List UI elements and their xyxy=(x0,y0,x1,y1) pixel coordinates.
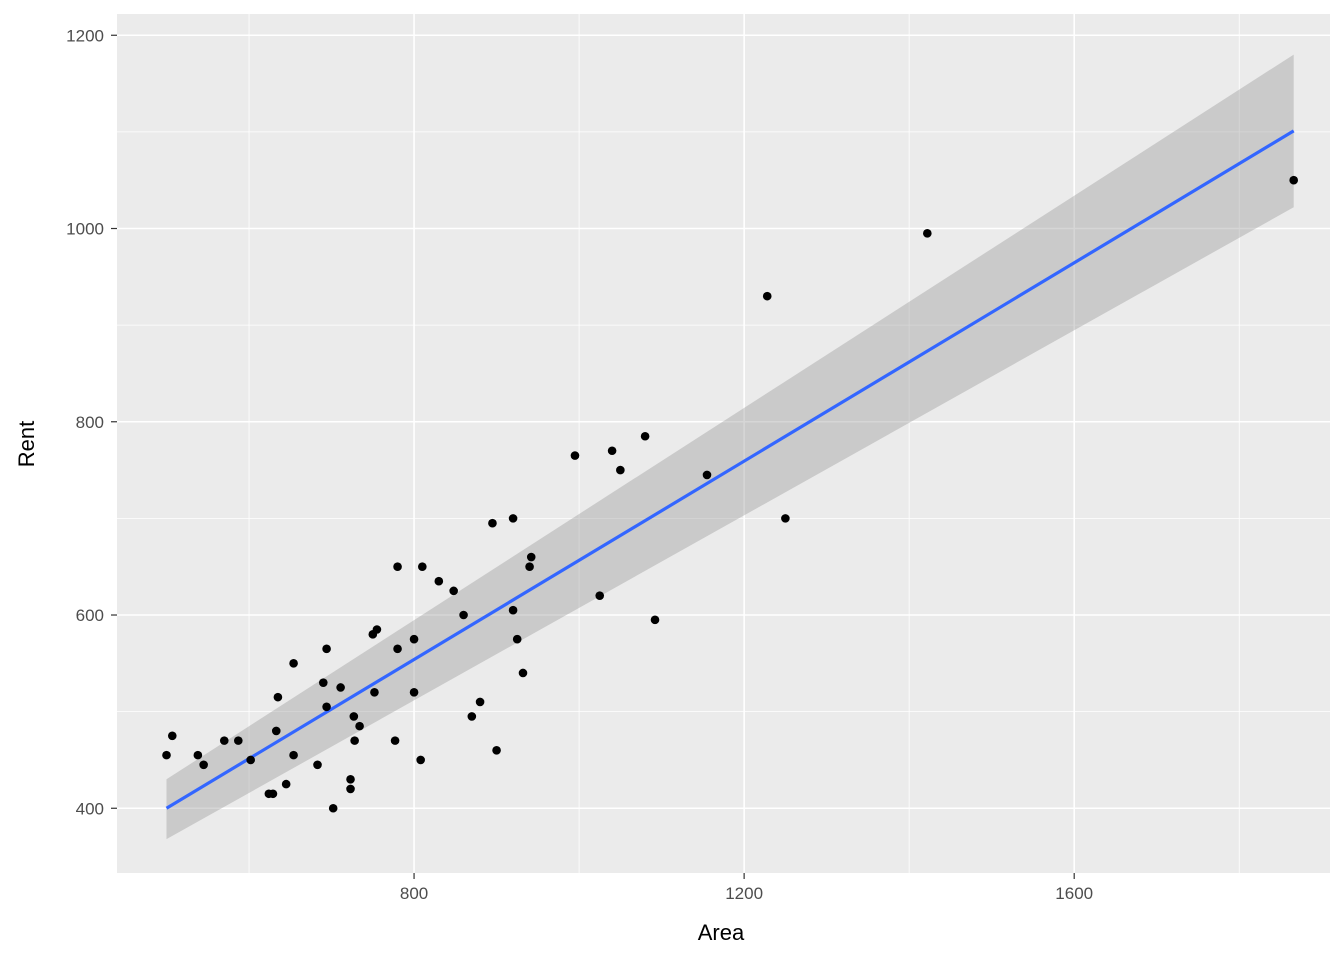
y-axis-ticks: 400 600 800 1000 1200 xyxy=(66,26,117,818)
y-tick-label: 1000 xyxy=(66,220,104,239)
data-point xyxy=(318,678,328,687)
data-point xyxy=(167,731,177,741)
data-point xyxy=(508,514,518,523)
data-point xyxy=(416,755,425,765)
data-point xyxy=(328,803,338,813)
data-point xyxy=(512,634,522,644)
x-tick-label: 800 xyxy=(400,884,428,903)
data-point xyxy=(289,750,298,760)
data-point xyxy=(434,576,444,586)
data-point xyxy=(370,688,379,697)
data-point xyxy=(273,692,283,702)
data-point xyxy=(459,610,468,620)
plot-panel xyxy=(117,14,1330,873)
major-gridlines xyxy=(117,14,1330,873)
data-point xyxy=(234,736,243,745)
y-tick-label: 600 xyxy=(76,606,104,625)
data-point xyxy=(467,712,477,721)
y-tick-label: 800 xyxy=(76,413,104,432)
x-axis-title: Area xyxy=(698,920,745,945)
data-point xyxy=(346,774,355,784)
data-point xyxy=(526,552,536,562)
data-point xyxy=(595,591,605,600)
data-point xyxy=(418,562,427,571)
data-point xyxy=(1289,175,1298,185)
data-point xyxy=(322,702,331,712)
data-point xyxy=(607,446,617,456)
data-point xyxy=(219,736,229,745)
x-tick-label: 1200 xyxy=(725,884,763,903)
data-point xyxy=(162,750,171,760)
data-point xyxy=(409,688,419,697)
data-point xyxy=(390,736,400,745)
data-point xyxy=(199,760,208,770)
data-point xyxy=(409,634,419,644)
data-point xyxy=(336,683,345,692)
data-point xyxy=(393,644,402,654)
data-point xyxy=(781,514,790,523)
data-point xyxy=(570,451,580,460)
x-axis-ticks: 800 1200 1600 xyxy=(400,873,1093,903)
data-point xyxy=(281,779,291,789)
data-point xyxy=(616,465,625,475)
data-point xyxy=(518,668,528,678)
confidence-band xyxy=(166,54,1294,840)
data-point xyxy=(640,431,650,441)
data-point xyxy=(346,784,355,794)
data-points xyxy=(162,175,1298,813)
x-tick-label: 1600 xyxy=(1055,884,1093,903)
data-point xyxy=(289,659,298,668)
data-point xyxy=(702,470,712,480)
data-point xyxy=(372,625,382,634)
data-point xyxy=(268,789,278,799)
data-point xyxy=(488,518,497,528)
data-point xyxy=(322,644,331,654)
minor-gridlines xyxy=(117,14,1330,873)
data-point xyxy=(508,605,518,615)
data-point xyxy=(193,750,203,760)
data-point xyxy=(246,755,255,765)
data-point xyxy=(492,745,501,755)
data-point xyxy=(923,229,932,238)
data-point xyxy=(525,562,534,571)
y-tick-label: 1200 xyxy=(66,26,104,45)
y-tick-label: 400 xyxy=(76,799,104,818)
regression-line xyxy=(165,129,1295,810)
data-point xyxy=(449,586,458,596)
data-point xyxy=(349,712,359,721)
data-point xyxy=(271,726,281,736)
data-point xyxy=(650,615,660,625)
data-point xyxy=(762,291,772,301)
data-point xyxy=(313,760,322,770)
y-axis-title: Rent xyxy=(14,421,39,467)
data-point xyxy=(355,721,364,731)
data-point xyxy=(393,562,402,571)
data-point xyxy=(350,736,359,745)
data-point xyxy=(475,697,485,707)
